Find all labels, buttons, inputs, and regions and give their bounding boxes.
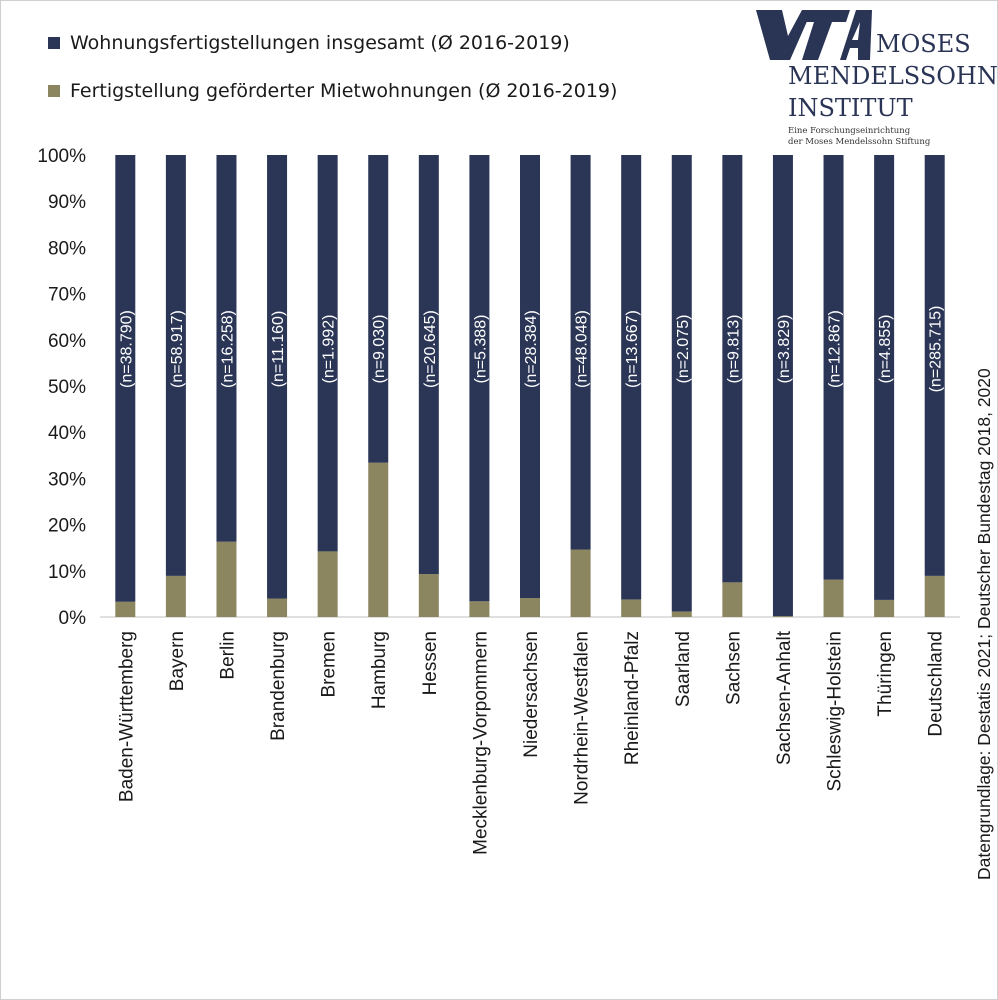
bar-subsidized bbox=[368, 462, 389, 617]
x-tick-label: Baden-Württemberg bbox=[116, 631, 137, 802]
legend-label-subsidized: Fertigstellung geförderter Mietwohnungen… bbox=[70, 80, 618, 102]
legend-swatch-total bbox=[48, 37, 60, 49]
bar-subsidized bbox=[874, 599, 895, 617]
bar-subsidized bbox=[216, 541, 237, 617]
x-tick-label: Rheinland-Pfalz bbox=[622, 631, 643, 765]
legend: Wohnungsfertigstellungen insgesamt (Ø 20… bbox=[48, 30, 617, 126]
bar-n-label: (n=9.030) bbox=[371, 315, 388, 384]
bar-subsidized bbox=[924, 575, 945, 617]
logo-line-2: MENDELSSOHN bbox=[788, 62, 998, 90]
logo-line-3: INSTITUT bbox=[788, 94, 913, 122]
legend-label-total: Wohnungsfertigstellungen insgesamt (Ø 20… bbox=[70, 32, 570, 54]
x-tick-label: Nordrhein-Westfalen bbox=[572, 631, 593, 805]
bar-total bbox=[469, 155, 490, 602]
bar-total bbox=[368, 155, 389, 463]
bar-total bbox=[570, 155, 591, 550]
bar-total bbox=[267, 155, 288, 599]
x-tick-label: Brandenburg bbox=[268, 631, 289, 741]
bar-subsidized bbox=[671, 611, 692, 617]
logo-sub-1: Eine Forschungseinrichtung bbox=[788, 126, 911, 136]
x-tick-label: Schleswig-Holstein bbox=[825, 631, 846, 792]
x-tick-label: Hamburg bbox=[369, 631, 390, 709]
y-tick-label: 100% bbox=[37, 146, 86, 167]
x-tick-label: Bayern bbox=[167, 631, 188, 691]
bar-n-label: (n=28.384) bbox=[523, 310, 540, 388]
bar-subsidized bbox=[823, 579, 844, 617]
bar-total bbox=[924, 155, 945, 576]
bar-total bbox=[115, 155, 136, 602]
bar-total bbox=[823, 155, 844, 580]
bar-subsidized bbox=[722, 582, 743, 617]
bar-total bbox=[418, 155, 439, 575]
bar-subsidized bbox=[469, 601, 490, 617]
bar-subsidized bbox=[317, 551, 338, 617]
plot-area: 0% 10% 20% 30% 40% 50% 60% 70% 80% 90% 100% (n=38.7… bbox=[37, 146, 960, 855]
x-tick-label: Niedersachsen bbox=[521, 631, 542, 758]
logo-sub-2: der Moses Mendelssohn Stiftung bbox=[788, 137, 931, 147]
x-tick-label: Sachsen-Anhalt bbox=[774, 630, 795, 765]
x-tick-label: Sachsen bbox=[723, 631, 744, 705]
bar-n-label: (n=11.160) bbox=[270, 311, 287, 388]
bar-n-label: (n=2.075) bbox=[675, 315, 692, 384]
x-tick-label: Deutschland bbox=[926, 631, 947, 737]
bar-total bbox=[165, 155, 186, 576]
y-tick-label: 10% bbox=[48, 562, 86, 583]
bar-subsidized bbox=[267, 598, 288, 617]
bar-subsidized bbox=[520, 598, 540, 617]
x-tick-label: Bremen bbox=[319, 631, 340, 698]
bar-total bbox=[317, 155, 338, 552]
bar-n-label: (n=16.258) bbox=[219, 310, 236, 388]
bar-subsidized bbox=[165, 575, 186, 617]
bar-n-label: (n=20.645) bbox=[422, 310, 439, 388]
y-tick-label: 50% bbox=[48, 377, 86, 398]
bar-total bbox=[216, 155, 237, 542]
bar-n-label: (n=9.813) bbox=[725, 315, 742, 384]
y-tick-label: 70% bbox=[48, 285, 86, 306]
x-tick-label: Mecklenburg-Vorpommern bbox=[470, 631, 491, 855]
source-note: Datengrundlage: Destatis 2021; Deutscher… bbox=[974, 368, 994, 880]
bar-n-label: (n=1.992) bbox=[321, 315, 338, 384]
x-tick-label: Thüringen bbox=[875, 631, 896, 717]
bar-n-label: (n=5.388) bbox=[472, 315, 489, 384]
x-tick-label: Berlin bbox=[217, 631, 238, 680]
y-tick-label: 60% bbox=[48, 331, 86, 352]
y-tick-label: 80% bbox=[48, 238, 86, 259]
bar-total bbox=[671, 155, 692, 612]
bar-total bbox=[621, 155, 642, 600]
x-tick-label: Saarland bbox=[673, 631, 694, 707]
y-tick-label: 30% bbox=[48, 469, 86, 490]
bar-n-label: (n=48.048) bbox=[574, 310, 591, 388]
bar-n-label: (n=12.867) bbox=[827, 310, 844, 388]
y-tick-label: 20% bbox=[48, 516, 86, 537]
bar-subsidized bbox=[115, 601, 136, 617]
legend-swatch-subsidized bbox=[48, 85, 60, 97]
bar-total bbox=[874, 155, 895, 600]
bar-n-label: (n=285.715) bbox=[928, 306, 945, 393]
bar-subsidized bbox=[570, 549, 591, 617]
bar-subsidized bbox=[772, 616, 793, 617]
logo-mark-icon bbox=[756, 10, 872, 60]
legend-item-subsidized: Fertigstellung geförderter Mietwohnungen… bbox=[48, 78, 617, 104]
x-tick-label: Hessen bbox=[420, 631, 441, 695]
bar-n-label: (n=13.667) bbox=[624, 310, 641, 388]
bar-n-label: (n=58.917) bbox=[169, 310, 186, 388]
institute-logo: MOSES MENDELSSOHN INSTITUT Eine Forschun… bbox=[752, 4, 998, 150]
y-tick-label: 0% bbox=[59, 608, 87, 629]
y-tick-label: 90% bbox=[48, 192, 86, 213]
bar-total bbox=[772, 155, 793, 617]
bar-subsidized bbox=[418, 574, 439, 617]
bar-total bbox=[722, 155, 743, 583]
bar-n-label: (n=38.790) bbox=[118, 310, 135, 388]
bar-n-label: (n=4.855) bbox=[877, 315, 894, 384]
y-tick-label: 40% bbox=[48, 423, 86, 444]
bar-n-label: (n=3.829) bbox=[776, 315, 793, 384]
logo-line-1: MOSES bbox=[876, 30, 971, 58]
legend-item-total: Wohnungsfertigstellungen insgesamt (Ø 20… bbox=[48, 30, 617, 56]
bar-subsidized bbox=[621, 599, 642, 617]
bar-total bbox=[520, 155, 540, 599]
